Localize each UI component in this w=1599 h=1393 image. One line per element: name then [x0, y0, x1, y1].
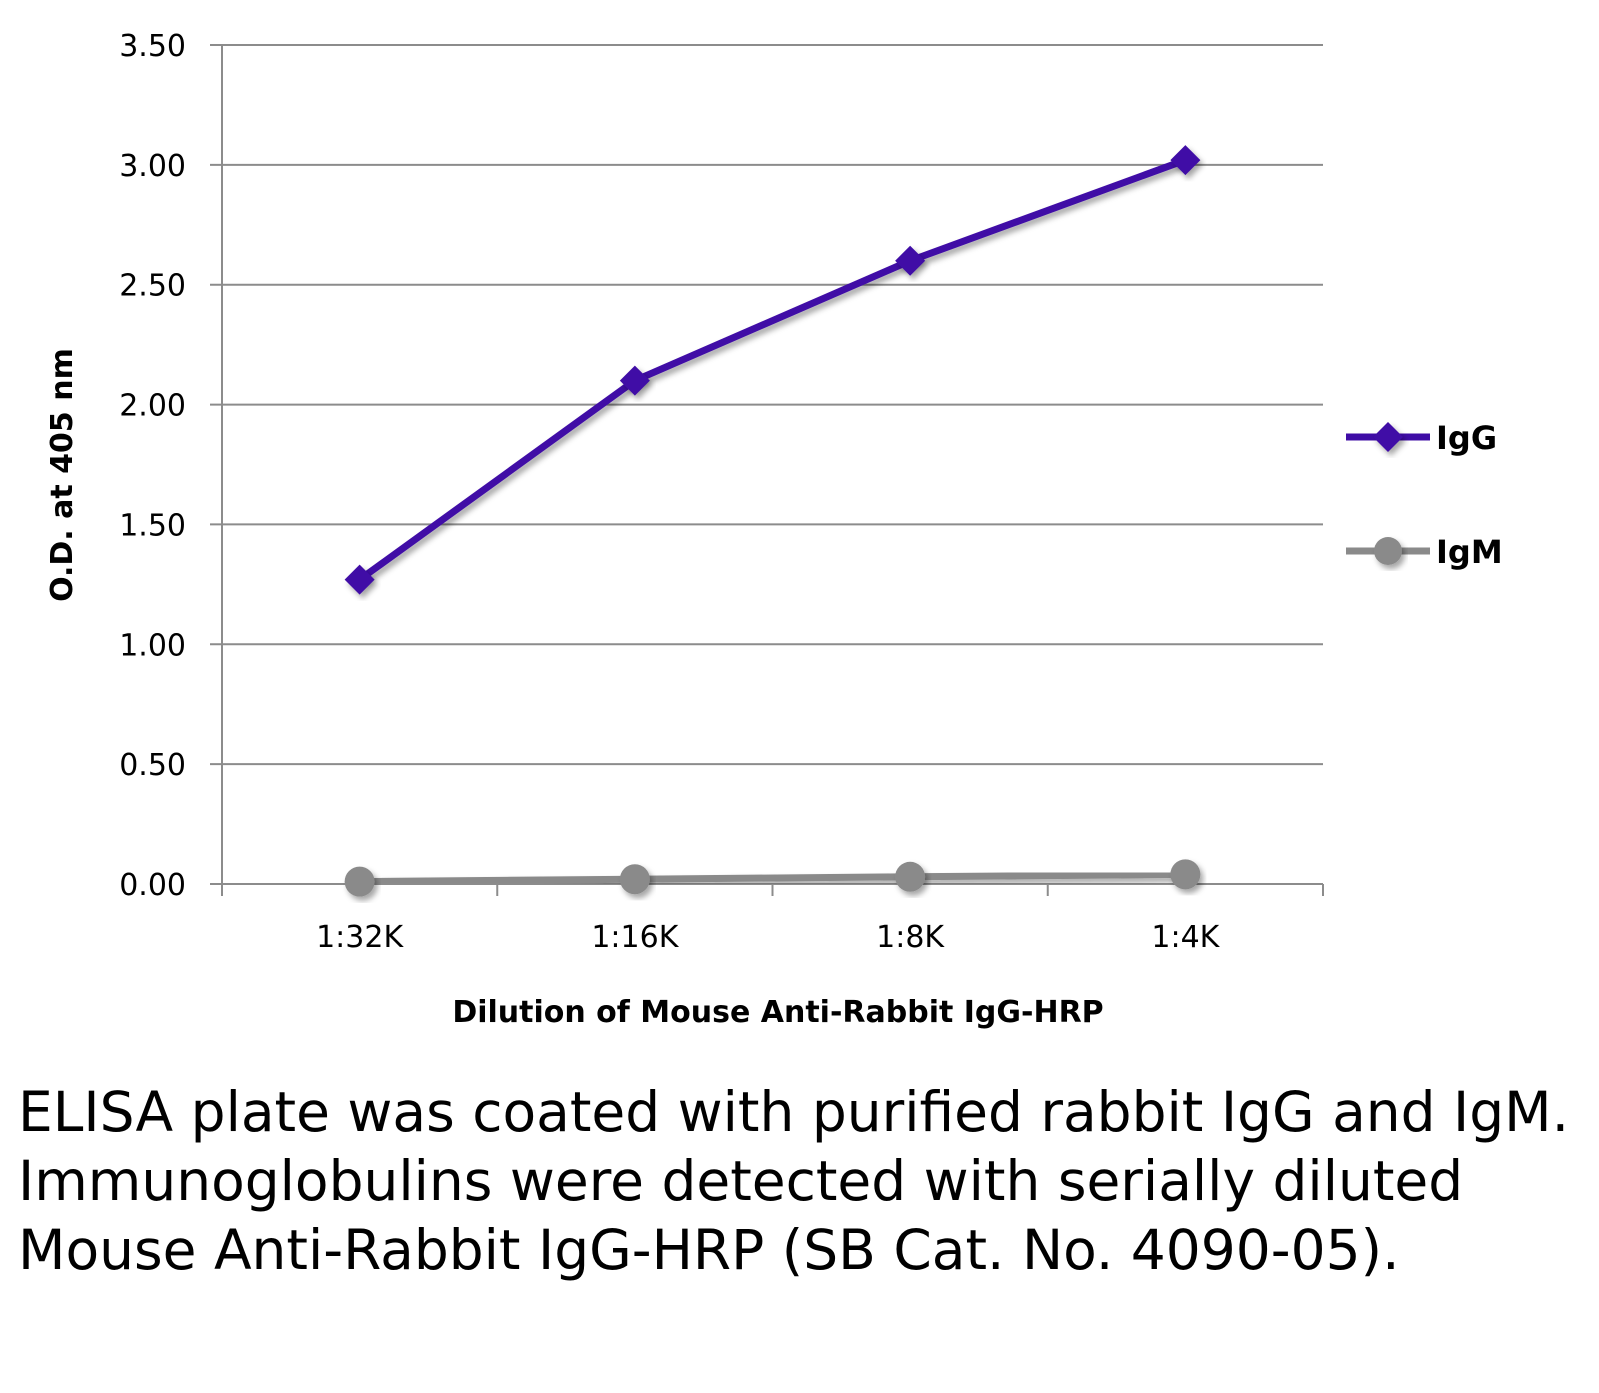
y-axis-title: O.D. at 405 nm [45, 348, 80, 602]
gridlines [210, 44, 1323, 766]
y-tick-label: 1.50 [119, 508, 186, 543]
y-tick-label: 0.50 [119, 748, 186, 783]
data-point-igm [619, 864, 650, 895]
data-point-igg [1170, 145, 1201, 176]
legend-marker [1374, 537, 1402, 565]
x-tick-label: 1:8K [876, 920, 945, 955]
series-line-igg [357, 156, 1187, 583]
x-tick-label: 1:16K [591, 920, 679, 955]
series-line-igm [359, 870, 1186, 886]
legend-item-igg: IgG [1346, 419, 1497, 457]
series-igg [344, 145, 1201, 595]
x-tick-label: 1:32K [316, 920, 404, 955]
series-igm [344, 859, 1201, 897]
y-tick-label: 2.50 [119, 269, 186, 304]
data-point-igg [344, 564, 375, 595]
data-point-igm [895, 861, 926, 892]
legend-marker [1373, 422, 1403, 452]
y-tick-label: 1.00 [119, 628, 186, 663]
x-tick-label: 1:4K [1151, 920, 1220, 955]
legend-item-igm: IgM [1346, 533, 1503, 571]
elisa-line-chart: 0.00 0.50 1.00 1.50 2.00 2.50 3.00 3.50 1:32K 1:1… [45, 29, 1503, 1030]
y-tick-label: 2.00 [119, 389, 186, 424]
legend-label: IgG [1436, 419, 1497, 457]
y-tick-label: 0.00 [119, 868, 186, 903]
axes: 0.00 0.50 1.00 1.50 2.00 2.50 3.00 3.50 1:32K 1:1… [119, 29, 1324, 955]
data-point-igg [619, 365, 650, 396]
y-tick-label: 3.50 [119, 29, 186, 64]
series [344, 145, 1201, 897]
data-point-igm [1170, 859, 1201, 890]
legend-label: IgM [1436, 533, 1503, 571]
data-point-igg [895, 245, 926, 276]
data-point-igm [344, 866, 375, 897]
y-tick-label: 3.00 [119, 149, 186, 184]
figure-caption: ELISA plate was coated with purified rab… [18, 1080, 1570, 1282]
x-axis-title: Dilution of Mouse Anti-Rabbit IgG-HRP [452, 995, 1103, 1030]
legend: IgG IgM [1346, 419, 1503, 571]
